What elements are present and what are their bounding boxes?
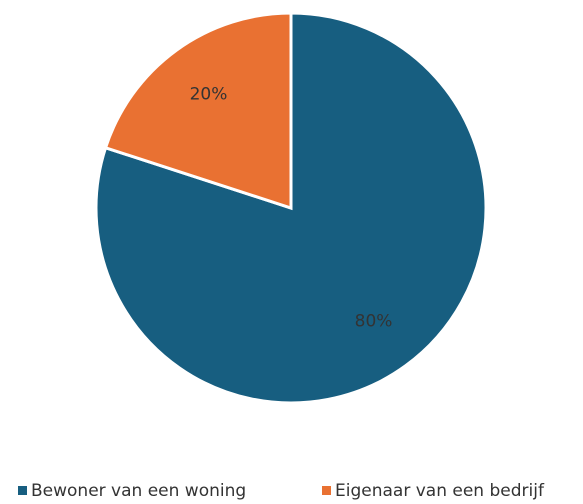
legend-swatch bbox=[322, 486, 331, 495]
data-label: 20% bbox=[190, 84, 228, 104]
pie-slice bbox=[103, 11, 293, 211]
legend-label: Eigenaar van een bedrijf bbox=[335, 481, 545, 501]
data-label: 80% bbox=[355, 312, 393, 332]
legend-label: Bewoner van een woning bbox=[31, 481, 246, 501]
legend-swatch bbox=[18, 486, 27, 495]
